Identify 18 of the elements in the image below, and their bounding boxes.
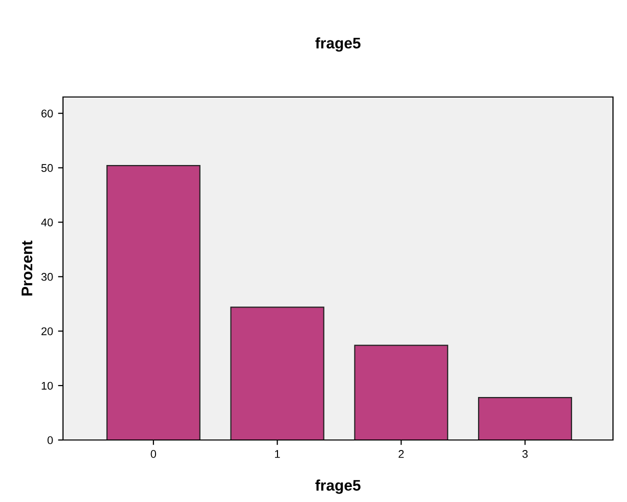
y-tick-label: 50: [41, 164, 53, 172]
bar: [106, 165, 200, 440]
y-tick-label: 30: [41, 272, 53, 281]
y-tick-label: 40: [41, 218, 53, 226]
x-tick-label: 0: [150, 450, 156, 458]
x-tick-label: 1: [275, 450, 280, 458]
x-axis-title: frage5: [315, 480, 361, 494]
y-tick-label: 10: [42, 382, 53, 390]
y-tick-label: 0: [48, 436, 53, 444]
y-axis-title: Prozent: [22, 240, 32, 296]
bar: [230, 306, 324, 440]
x-tick-label: 2: [398, 450, 404, 458]
x-tick-label: 3: [522, 450, 528, 458]
bar: [478, 396, 572, 440]
y-tick-label: 20: [41, 327, 53, 336]
chart-title: frage5: [315, 37, 361, 52]
y-tick-label: 60: [41, 110, 53, 118]
bar: [354, 344, 448, 440]
